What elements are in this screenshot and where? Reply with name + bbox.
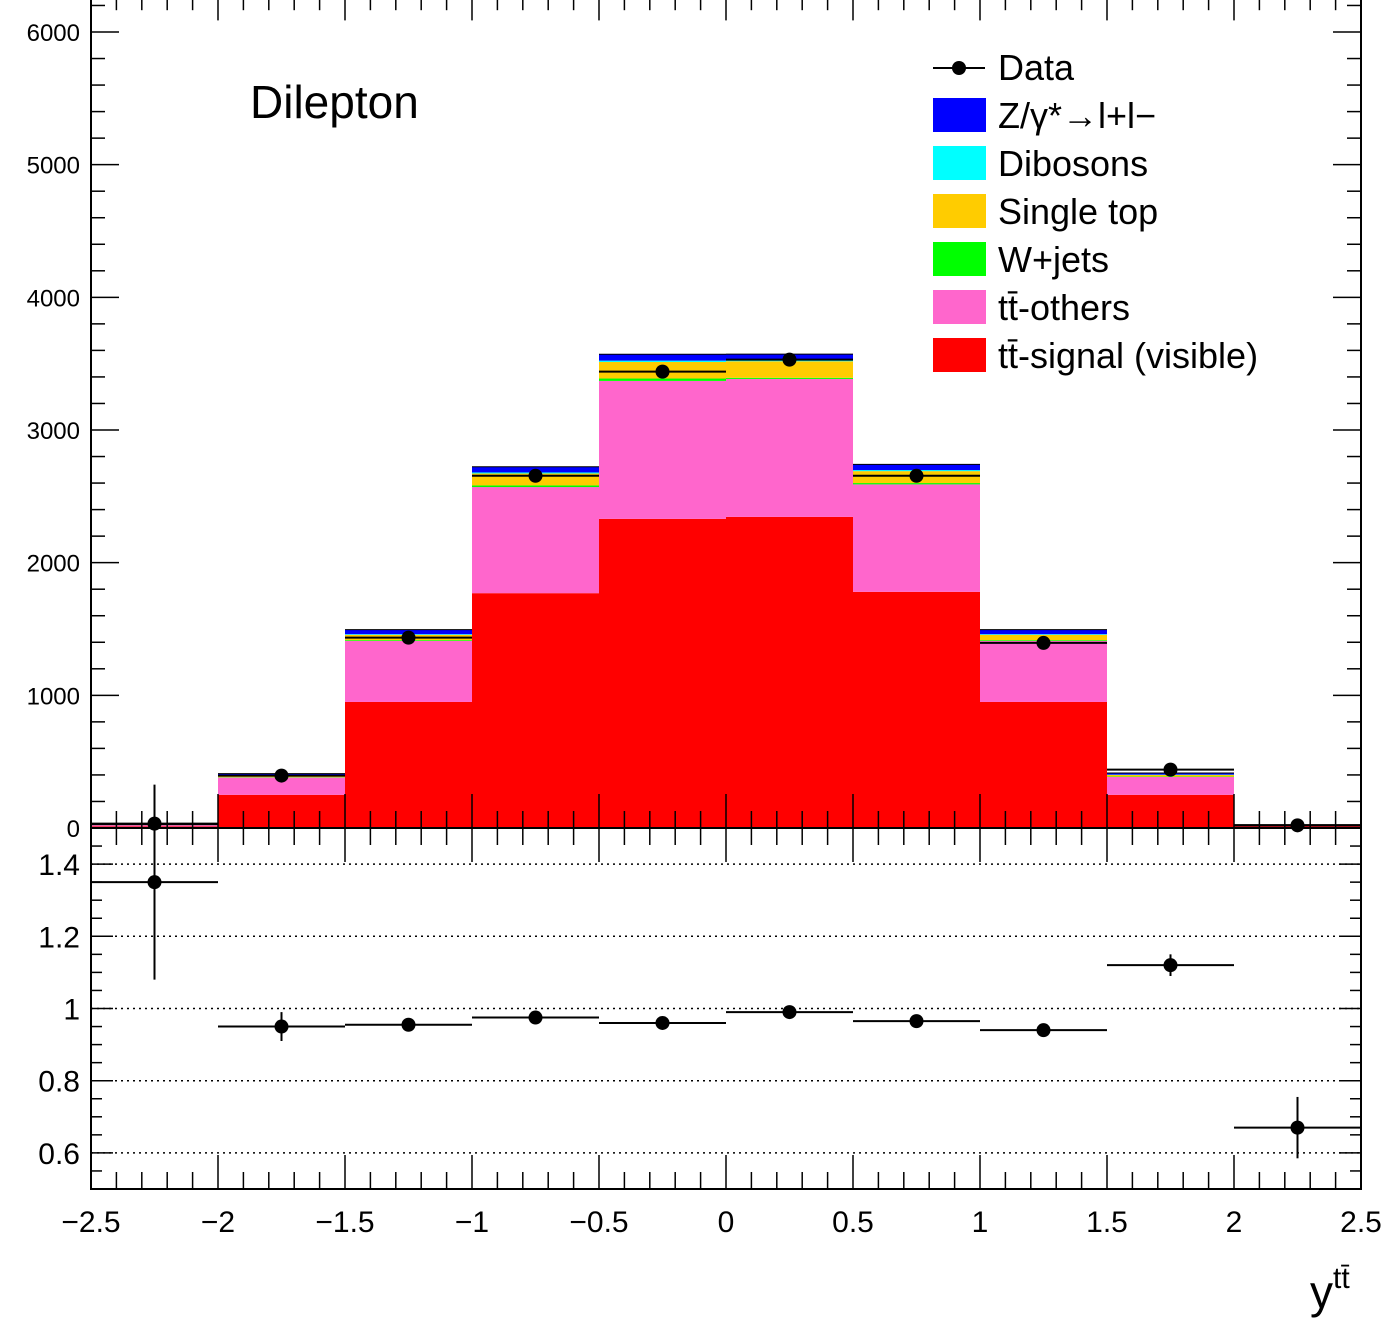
legend-swatch-2 bbox=[933, 194, 986, 228]
x-tick-label-2: −1.5 bbox=[315, 1206, 374, 1239]
ratio-gridlines bbox=[91, 863, 1361, 1154]
legend-swatch-1 bbox=[933, 146, 986, 180]
stack-bar-1-2 bbox=[345, 640, 472, 702]
stack-bar-1-5 bbox=[726, 378, 853, 517]
x-axis-label-sup: tt̄ bbox=[1333, 1262, 1350, 1295]
legend-swatch-4 bbox=[933, 290, 986, 324]
data-point-5 bbox=[782, 352, 797, 367]
stack-bar-1-6 bbox=[853, 484, 980, 592]
upper-y-tick-label-3: 3000 bbox=[27, 418, 80, 445]
ratio-y-tick-label-0: 0.6 bbox=[38, 1138, 80, 1171]
stack-bar-1-8 bbox=[1107, 776, 1234, 795]
ratio-point-3 bbox=[528, 1010, 543, 1025]
ratio-point-2 bbox=[401, 1017, 416, 1032]
upper-y-tick-label-6: 6000 bbox=[27, 20, 80, 47]
stack-bar-3-5 bbox=[726, 361, 853, 378]
stack-bar-0-2 bbox=[345, 701, 472, 828]
stack-bar-2-5 bbox=[726, 377, 853, 379]
legend-label-2: Single top bbox=[998, 191, 1158, 232]
x-tick-label-3: −1 bbox=[455, 1206, 489, 1239]
annotation-label: Dilepton bbox=[250, 76, 419, 128]
data-point-7 bbox=[1036, 635, 1051, 650]
legend-label-4: tt̄-others bbox=[998, 287, 1130, 328]
ratio-y-tick-label-4: 1.4 bbox=[38, 849, 80, 882]
stack-bar-2-4 bbox=[599, 378, 726, 381]
legend-label-5: tt̄-signal (visible) bbox=[998, 335, 1258, 376]
legend-label-0: Z/γ*→l+l− bbox=[998, 95, 1156, 136]
legend-label-data: Data bbox=[998, 47, 1075, 88]
stack-bar-5-4 bbox=[599, 354, 726, 361]
ratio-point-8 bbox=[1163, 958, 1178, 973]
upper-y-tick-label-1: 1000 bbox=[27, 683, 80, 710]
stack-bar-5-7 bbox=[980, 629, 1107, 635]
ratio-point-7 bbox=[1036, 1023, 1051, 1038]
stack-bar-0-6 bbox=[853, 591, 980, 828]
x-axis-label-main: y bbox=[1310, 1266, 1333, 1318]
axis-ticks bbox=[90, 0, 1362, 1190]
x-tick-label-6: 0.5 bbox=[832, 1206, 874, 1239]
upper-y-tick-label-5: 5000 bbox=[27, 153, 80, 180]
ratio-y-tick-label-1: 0.8 bbox=[38, 1066, 80, 1099]
legend-swatch-0 bbox=[933, 98, 986, 132]
stack-bar-5-6 bbox=[853, 464, 980, 471]
stack-bar-0-7 bbox=[980, 701, 1107, 828]
upper-y-tick-label-2: 2000 bbox=[27, 551, 80, 578]
legend-swatch-5 bbox=[933, 338, 986, 372]
x-tick-label-0: −2.5 bbox=[61, 1206, 120, 1239]
ratio-point-4 bbox=[655, 1015, 670, 1030]
upper-stack-bars bbox=[91, 353, 1361, 828]
upper-y-tick-label-4: 4000 bbox=[27, 285, 80, 312]
ratio-y-tick-label-2: 1 bbox=[63, 994, 80, 1027]
stack-bar-4-7 bbox=[980, 634, 1107, 635]
legend: Data Z/γ*→l+l− Dibosons Single top W+jets tt̄… bbox=[933, 47, 1258, 376]
stack-bar-0-8 bbox=[1107, 794, 1234, 828]
ratio-point-5 bbox=[782, 1005, 797, 1020]
stack-bar-1-7 bbox=[980, 640, 1107, 702]
stack-bar-0-1 bbox=[218, 794, 345, 828]
stack-bar-0-3 bbox=[472, 593, 599, 828]
ratio-point-0 bbox=[147, 875, 162, 890]
x-tick-label-9: 2 bbox=[1226, 1206, 1243, 1239]
x-axis-label: ytt̄ bbox=[1310, 1262, 1350, 1318]
x-tick-label-5: 0 bbox=[718, 1206, 735, 1239]
data-point-8 bbox=[1163, 762, 1178, 777]
x-tick-label-4: −0.5 bbox=[569, 1206, 628, 1239]
ratio-y-tick-label-3: 1.2 bbox=[38, 921, 80, 954]
tick-labels: −2.5 −2 −1.5 −1 −0.5 0 0.5 1 1.5 2 2.5 0 1000 2000 300… bbox=[27, 20, 1382, 1239]
stack-bar-0-4 bbox=[599, 518, 726, 828]
upper-y-tick-label-0: 0 bbox=[67, 816, 80, 843]
data-point-6 bbox=[909, 468, 924, 483]
x-tick-label-8: 1.5 bbox=[1086, 1206, 1128, 1239]
x-tick-label-7: 1 bbox=[972, 1206, 989, 1239]
ratio-data-points bbox=[91, 784, 1361, 1159]
ratio-point-9 bbox=[1290, 1120, 1305, 1135]
ratio-frame bbox=[90, 827, 1362, 1190]
data-point-2 bbox=[401, 630, 416, 645]
ratio-point-1 bbox=[274, 1019, 289, 1034]
legend-data-marker bbox=[952, 61, 966, 75]
upper-data-points bbox=[91, 352, 1361, 833]
data-point-1 bbox=[274, 768, 289, 783]
x-tick-label-1: −2 bbox=[201, 1206, 235, 1239]
legend-swatch-3 bbox=[933, 242, 986, 276]
x-tick-label-10: 2.5 bbox=[1340, 1206, 1382, 1239]
ratio-point-6 bbox=[909, 1014, 924, 1029]
legend-label-1: Dibosons bbox=[998, 143, 1148, 184]
legend-label-3: W+jets bbox=[998, 239, 1109, 280]
stack-bar-0-5 bbox=[726, 516, 853, 828]
stack-bar-2-3 bbox=[472, 485, 599, 488]
stack-bar-1-4 bbox=[599, 380, 726, 519]
data-point-4 bbox=[655, 364, 670, 379]
stack-bar-1-3 bbox=[472, 487, 599, 594]
data-point-3 bbox=[528, 468, 543, 483]
stack-bar-1-1 bbox=[218, 777, 345, 795]
data-point-9 bbox=[1290, 818, 1305, 833]
stack-bar-2-6 bbox=[853, 483, 980, 485]
stack-bar-4-4 bbox=[599, 360, 726, 362]
